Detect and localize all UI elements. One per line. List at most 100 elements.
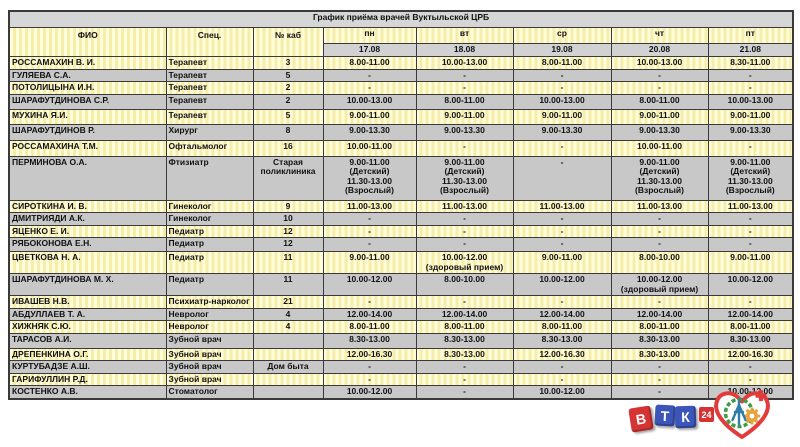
time-cell: - [322, 237, 417, 252]
time-cell: 12.00-16.30 [512, 347, 612, 361]
time-cell: - [707, 372, 794, 386]
time-cell: 11.00-13.00 [322, 199, 417, 213]
time-cell: 8.00-10.00 [610, 251, 709, 274]
date-cell: 21.08 [707, 43, 794, 57]
doctor-name-cell: ЯЦЕНКО Е. И. [8, 224, 167, 238]
time-cell: 9.00-11.00 [707, 251, 794, 274]
time-cell: 8.00-11.00 [512, 320, 612, 334]
time-cell: - [610, 212, 709, 226]
time-cell: 8.30-13.00 [707, 332, 794, 349]
time-cell: 10.00-11.00 [322, 139, 417, 157]
cabinet-cell: 5 [252, 68, 324, 82]
time-cell: 9.00-11.00 [512, 108, 612, 125]
time-cell: 12.00-16.30 [322, 347, 417, 361]
doctor-name-cell: МУХИНА Я.И. [8, 108, 167, 125]
time-cell: - [415, 139, 514, 157]
medical-cross-icon [755, 390, 767, 402]
cabinet-cell: 16 [252, 139, 324, 157]
specialty-cell: Педиатр [165, 237, 254, 252]
date-cell: 20.08 [610, 43, 709, 57]
time-cell: 8.00-11.00 [322, 55, 417, 70]
cabinet-cell: Старая поликлиника [252, 155, 324, 201]
date-cell: 18.08 [415, 43, 514, 57]
time-cell: - [707, 139, 794, 157]
vtk24-logo: В Т К 24 [628, 404, 716, 438]
time-cell: 11.00-13.00 [707, 199, 794, 213]
figure-icon [731, 398, 747, 426]
column-header-day: вт [415, 27, 514, 44]
cabinet-cell: Дом быта [252, 360, 324, 374]
specialty-cell: Зубной врач [165, 347, 254, 361]
time-cell: 8.00-10.00 [415, 273, 514, 296]
time-cell: - [610, 81, 709, 95]
time-cell: - [415, 360, 514, 374]
column-header-day: чт [610, 27, 709, 44]
cabinet-cell: 4 [252, 320, 324, 334]
time-cell: 8.00-11.00 [512, 55, 612, 70]
doctor-name-cell: ЦВЕТКОВА Н. А. [8, 251, 167, 274]
specialty-cell: Зубной врач [165, 360, 254, 374]
specialty-cell: Зубной врач [165, 332, 254, 349]
time-cell: - [415, 81, 514, 95]
time-cell: - [610, 295, 709, 309]
column-header-fio: ФИО [8, 27, 167, 57]
time-cell: 8.30-11.00 [707, 55, 794, 70]
time-cell: - [610, 360, 709, 374]
time-cell: 10.00-13.00 [322, 93, 417, 110]
time-cell: 9.00-13.30 [322, 123, 417, 141]
column-header-day: пн [322, 27, 417, 44]
doctor-name-cell: ГАРИФУЛЛИН Р.Д. [8, 372, 167, 386]
time-cell: 10.00-12.00 (здоровый прием) [415, 251, 514, 274]
time-cell: 10.00-12.00 [512, 273, 612, 296]
time-cell: - [322, 68, 417, 82]
hospital-heart-logo [712, 388, 776, 442]
table-row: РОССАМАХИН В. И. Терапевт 3 8.00-11.00 10.00… [8, 55, 794, 70]
time-cell: - [322, 81, 417, 95]
cabinet-cell: 21 [252, 295, 324, 309]
doctor-name-cell: КОСТЕНКО А.В. [8, 385, 167, 399]
time-cell: 10.00-13.00 [707, 93, 794, 110]
time-cell: - [707, 224, 794, 238]
specialty-cell: Хирург [165, 123, 254, 141]
time-cell: - [415, 212, 514, 226]
time-cell: 10.00-11.00 [610, 139, 709, 157]
time-cell: 8.00-11.00 [415, 93, 514, 110]
table-row: РЯБОКОНОВА Е.Н. Педиатр 12- - - - - [8, 237, 794, 252]
table-row: ДМИТРИЯДИ А.К. Гинеколог 10- - - - - [8, 212, 794, 226]
time-cell: 10.00-12.00 [322, 385, 417, 399]
time-cell: 12.00-14.00 [415, 307, 514, 321]
table-row: ТАРАСОВ А.И. Зубной врач 8.30-13.00 8.30-13… [8, 332, 794, 349]
doctor-name-cell: ДМИТРИЯДИ А.К. [8, 212, 167, 226]
time-cell: 9.00-11.00 (Детский) 11.30-13.00 (Взросл… [322, 155, 417, 201]
doctor-name-cell: ШАРАФУТДИНОВ Р. [8, 123, 167, 141]
time-cell: - [322, 372, 417, 386]
specialty-cell: Невролог [165, 320, 254, 334]
specialty-cell: Терапевт [165, 55, 254, 70]
table-row: ГУЛЯЕВА С.А. Терапевт 5- - - - - [8, 68, 794, 82]
doctor-name-cell: КУРТУБАДЗЕ А.Ш. [8, 360, 167, 374]
cabinet-cell: 11 [252, 251, 324, 274]
table-row: ЯЦЕНКО Е. И. Педиатр 12- - - - - [8, 224, 794, 238]
time-cell: 9.00-11.00 [610, 108, 709, 125]
time-cell: 9.00-13.30 [415, 123, 514, 141]
time-cell: - [610, 385, 709, 399]
cabinet-cell: 5 [252, 108, 324, 125]
time-cell: 9.00-11.00 [512, 251, 612, 274]
time-cell: 9.00-13.30 [707, 123, 794, 141]
time-cell: - [415, 68, 514, 82]
time-cell: 12.00-14.00 [322, 307, 417, 321]
cabinet-cell: 12 [252, 237, 324, 252]
doctor-name-cell: РОССАМАХИНА Т.М. [8, 139, 167, 157]
time-cell: 8.00-11.00 [415, 320, 514, 334]
doctor-name-cell: ИВАШЕВ Н.В. [8, 295, 167, 309]
table-row: АБДУЛЛАЕВ Т. А. Невролог 4 12.00-14.00 12.00… [8, 307, 794, 321]
specialty-cell: Гинеколог [165, 199, 254, 213]
table-row: ХИЖНЯК С.Ю. Невролог 4 8.00-11.00 8.00-11.00… [8, 320, 794, 334]
time-cell: 10.00-12.00 [512, 385, 612, 399]
time-cell: 9.00-11.00 (Детский) 11.30-13.00 (Взросл… [610, 155, 709, 201]
time-cell: - [415, 224, 514, 238]
time-cell: - [415, 372, 514, 386]
time-cell: - [610, 372, 709, 386]
cabinet-cell: 9 [252, 199, 324, 213]
time-cell: 12.00-14.00 [610, 307, 709, 321]
